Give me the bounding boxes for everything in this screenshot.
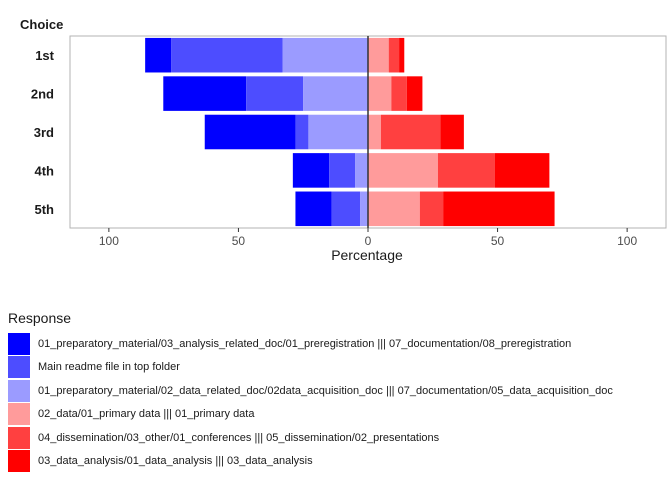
legend-item: 01_preparatory_material/02_data_related_…: [8, 379, 613, 403]
legend-swatch: [8, 332, 30, 355]
bar-1st-neg-1: [171, 37, 283, 73]
legend-item: 03_data_analysis/01_data_analysis ||| 03…: [8, 450, 613, 474]
bar-5th-neg-0: [295, 191, 332, 227]
bar-2nd-neg-0: [163, 76, 247, 111]
bar-3rd-pos-2: [440, 114, 464, 150]
bar-3rd-neg-0: [204, 114, 296, 150]
legend-item: 01_preparatory_material/03_analysis_rela…: [8, 332, 613, 356]
bar-2nd-neg-2: [303, 76, 368, 111]
bar-3rd-neg-1: [295, 114, 309, 150]
bar-1st-pos-2: [399, 37, 405, 73]
bar-4th-pos-2: [494, 153, 550, 188]
bar-1st-neg-0: [145, 37, 172, 73]
x-tick-label: 100: [99, 234, 119, 248]
legend-swatch: [8, 426, 30, 449]
y-axis-title: Choice: [20, 17, 63, 32]
legend-label: 04_dissemination/03_other/01_conferences…: [38, 431, 440, 444]
bar-5th-pos-1: [419, 191, 444, 227]
x-tick-label: 50: [491, 234, 505, 248]
bar-5th-pos-2: [443, 191, 555, 227]
x-axis-title: Percentage: [331, 247, 403, 263]
category-label: 4th: [35, 163, 55, 178]
bar-4th-neg-2: [355, 153, 368, 188]
legend-swatch: [8, 450, 30, 473]
bar-4th-neg-1: [329, 153, 356, 188]
legend-title: Response: [8, 310, 72, 326]
bar-2nd-neg-1: [246, 76, 304, 111]
bar-5th-neg-1: [331, 191, 361, 227]
legend-item: Main readme file in top folder: [8, 356, 613, 380]
bar-4th-pos-0: [368, 153, 438, 188]
bar-2nd-pos-2: [406, 76, 423, 111]
legend-label: 02_data/01_primary data ||| 01_primary d…: [38, 408, 255, 421]
bar-4th-pos-1: [437, 153, 495, 188]
legend-label: 03_data_analysis/01_data_analysis ||| 03…: [38, 455, 313, 468]
x-tick-label: 100: [617, 234, 637, 248]
legend-label: 01_preparatory_material/03_analysis_rela…: [38, 337, 572, 350]
bar-3rd-neg-2: [308, 114, 368, 150]
category-label: 2nd: [31, 87, 54, 102]
bar-3rd-pos-0: [368, 114, 381, 150]
legend-item: 02_data/01_primary data ||| 01_primary d…: [8, 403, 613, 427]
legend-swatch: [8, 379, 30, 402]
bar-2nd-pos-0: [368, 76, 392, 111]
bar-5th-neg-2: [360, 191, 368, 227]
category-label: 1st: [35, 48, 54, 63]
bar-1st-neg-2: [282, 37, 368, 73]
category-label: 3rd: [34, 125, 54, 140]
legend-swatch: [8, 356, 30, 379]
bar-4th-neg-0: [292, 153, 330, 188]
legend-swatch: [8, 403, 30, 426]
legend-label: Main readme file in top folder: [38, 361, 180, 374]
bar-3rd-pos-1: [380, 114, 441, 150]
legend-item: 04_dissemination/03_other/01_conferences…: [8, 426, 613, 450]
x-tick-label: 0: [365, 234, 372, 248]
legend: Response 01_preparatory_material/03_anal…: [8, 310, 613, 473]
x-tick-label: 50: [232, 234, 246, 248]
bar-1st-pos-0: [368, 37, 389, 73]
category-label: 5th: [35, 202, 55, 217]
bar-1st-pos-1: [388, 37, 400, 73]
legend-label: 01_preparatory_material/02_data_related_…: [38, 384, 613, 397]
bar-2nd-pos-1: [391, 76, 407, 111]
bar-5th-pos-0: [368, 191, 420, 227]
